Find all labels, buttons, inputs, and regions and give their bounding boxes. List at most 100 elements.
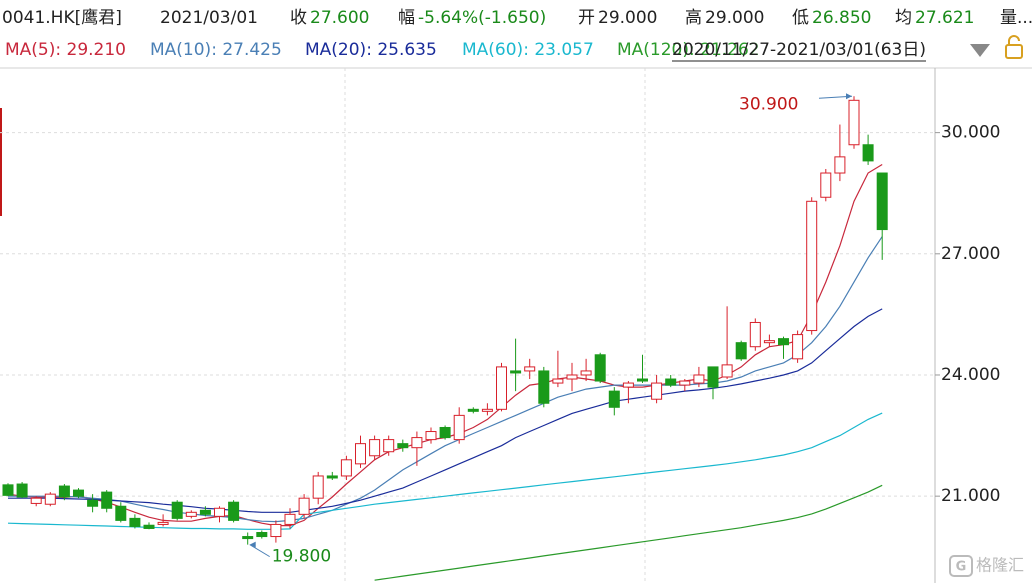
candle-body [876, 172, 888, 231]
ma-line [374, 484, 883, 581]
candle-body [87, 499, 99, 507]
annotation-label: 19.800 [272, 547, 331, 567]
candle-body [298, 497, 310, 515]
candle-body [44, 493, 56, 505]
candle-body [721, 364, 733, 378]
header-field: 量... [1000, 8, 1032, 28]
candle-body [834, 156, 846, 174]
candle-body [778, 338, 789, 346]
candle-body [524, 366, 536, 372]
y-tick-label: 21.000 [941, 486, 1000, 506]
candle-body [622, 382, 634, 388]
candle-body [693, 374, 705, 384]
dropdown-icon [970, 44, 990, 57]
candle-body [326, 475, 338, 479]
candle-body [270, 523, 282, 538]
header-field: 29.000 [598, 8, 657, 28]
y-tick-label: 30.000 [941, 123, 1000, 143]
candle-body [2, 484, 14, 496]
candle-body [58, 485, 70, 498]
header-field: 低 [792, 8, 809, 28]
candle-body [30, 497, 42, 504]
candle-body [284, 513, 296, 525]
header-field: 幅 [398, 8, 415, 28]
candle-body [481, 408, 493, 412]
candle-body [397, 443, 409, 449]
candle-body [608, 390, 620, 408]
legend-entry: MA(60): 23.057 [462, 40, 594, 60]
candle-body [735, 342, 747, 360]
watermark-logo: G [949, 555, 973, 577]
candle-body [199, 509, 211, 515]
candle-body [538, 370, 550, 404]
candle-body [157, 521, 169, 525]
candle-body [256, 532, 268, 538]
legend-entry: MA(20): 25.635 [305, 40, 437, 60]
candle-body [16, 483, 28, 498]
candle-body [679, 380, 691, 386]
candle-body [355, 443, 366, 465]
candle-body [383, 439, 395, 453]
candle-body [369, 439, 381, 457]
header-field: 高 [685, 8, 702, 28]
candle-body [496, 366, 507, 410]
candle-body [242, 536, 254, 540]
header-field: 2021/03/01 [160, 8, 258, 28]
candle-body [651, 382, 663, 400]
header-field: 0041.HK[鹰君] [2, 8, 122, 28]
y-tick-label: 27.000 [941, 244, 1000, 264]
candle-body [806, 200, 818, 332]
header-field: 开 [578, 8, 595, 28]
candle-body [792, 334, 804, 360]
candle-body [129, 517, 141, 527]
y-tick-label: 24.000 [941, 365, 1000, 385]
header-field: 27.600 [310, 8, 369, 28]
watermark: 格隆汇 [976, 556, 1024, 575]
candle-body [453, 414, 465, 441]
candle-body [637, 378, 648, 382]
candle-body [707, 366, 719, 388]
annotation-arrow [249, 541, 256, 548]
svg-text:G: G [956, 560, 967, 575]
candle-body [763, 340, 775, 344]
candle-body [425, 431, 437, 441]
candle-body [594, 354, 606, 382]
header-field: 27.621 [915, 8, 974, 28]
annotation-label: 30.900 [739, 94, 798, 114]
candle-body [510, 370, 522, 374]
header-field: 29.000 [705, 8, 764, 28]
candle-body [312, 475, 324, 499]
candle-body [749, 321, 761, 348]
candle-body [171, 501, 183, 519]
candle-body [862, 144, 874, 162]
candle-body [848, 99, 860, 146]
candle-body [665, 378, 677, 386]
date-range: 2020/11/27-2021/03/01(63日) [672, 40, 926, 60]
header-field: 收 [290, 8, 307, 28]
lock-icon [1005, 35, 1023, 59]
candle-body [580, 370, 592, 376]
legend-entry: MA(5): 29.210 [5, 40, 126, 60]
header-field: -5.64%(-1.650) [418, 8, 546, 28]
candle-body [467, 408, 479, 412]
ma-line [8, 236, 883, 523]
candle-body [340, 459, 352, 477]
header-field: 26.850 [812, 8, 871, 28]
annotation-leader [249, 544, 270, 558]
candle-body [73, 489, 84, 497]
annotation-arrow [846, 93, 852, 100]
candle-body [214, 507, 225, 517]
ma-line [8, 308, 883, 513]
candle-body [820, 172, 832, 198]
candle-body [411, 437, 423, 449]
candle-body [552, 378, 564, 384]
candle-body [101, 491, 113, 509]
candle-body [143, 524, 155, 529]
candle-body [115, 505, 127, 521]
header-field: 均 [895, 8, 912, 28]
legend-entry: MA(10): 27.425 [150, 40, 282, 60]
edge-marker [0, 108, 2, 216]
